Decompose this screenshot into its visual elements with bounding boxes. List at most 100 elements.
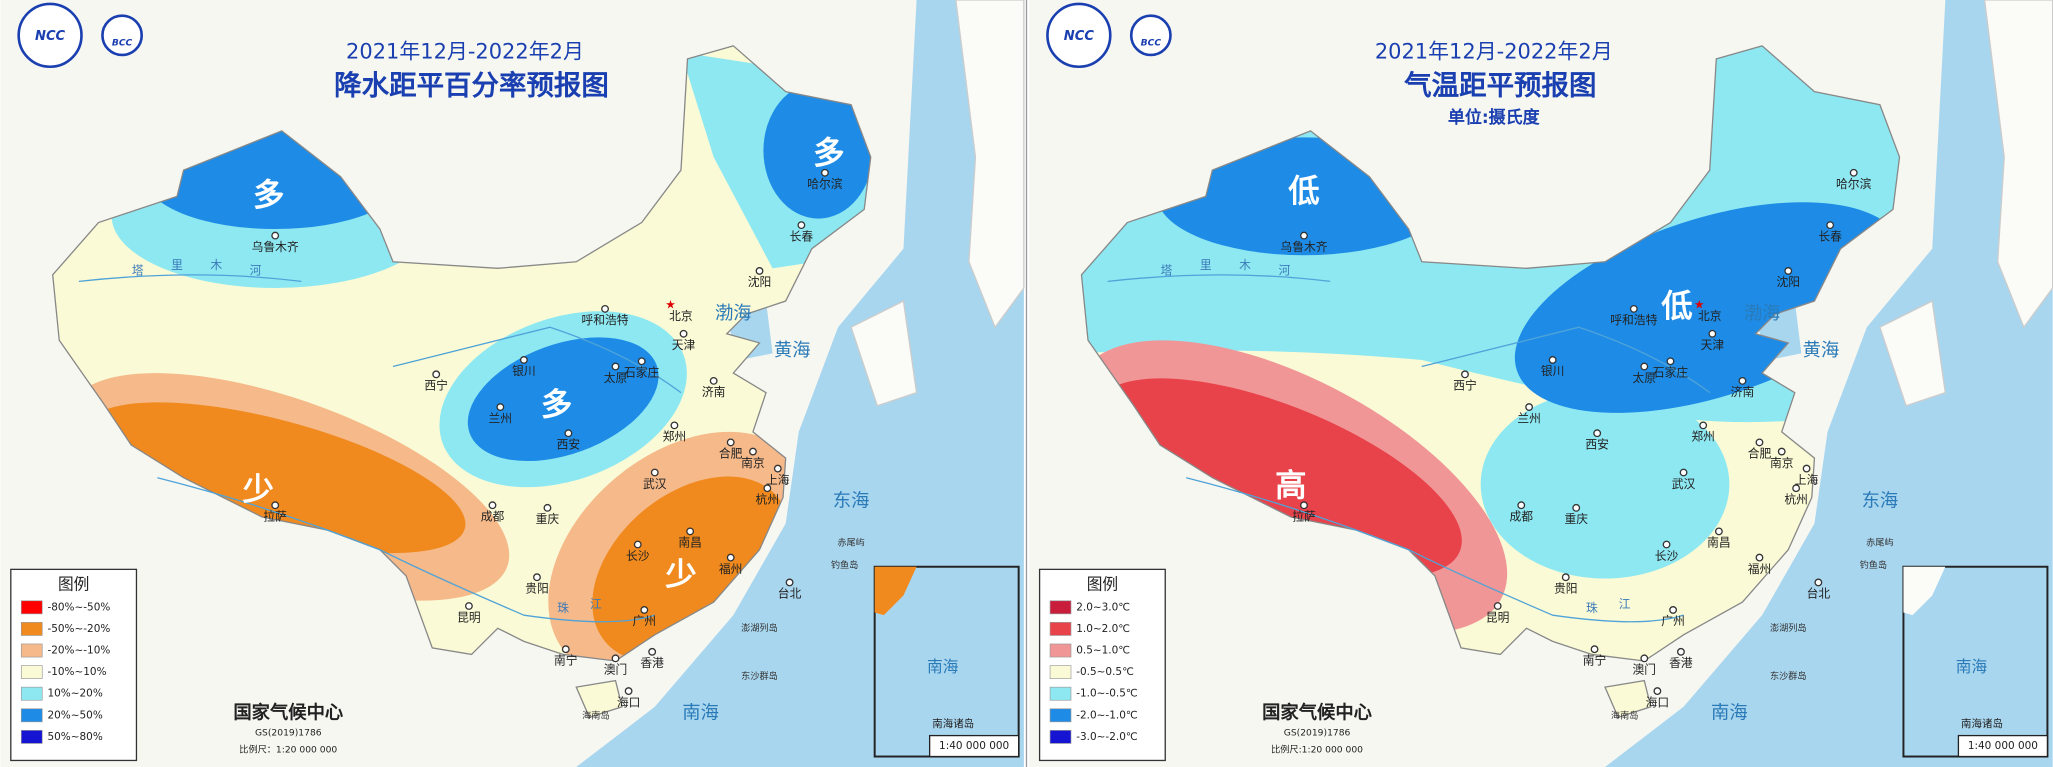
city-dot <box>1461 370 1469 379</box>
city-dot <box>271 231 280 240</box>
city-dot <box>611 654 620 663</box>
footer-code: GS(2019)1786 <box>255 727 322 738</box>
legend-swatch <box>1049 708 1072 723</box>
city-label: 成都 <box>481 510 505 524</box>
city-label: 沈阳 <box>1776 275 1800 289</box>
island-label: 澎湖列岛 <box>741 622 778 634</box>
city-dot <box>601 304 609 313</box>
city-dot <box>1699 421 1708 430</box>
city-label: 西宁 <box>424 379 448 393</box>
city-dot <box>1666 357 1675 366</box>
legend-label: -20%~-10% <box>47 645 110 657</box>
city-dot <box>1784 267 1793 275</box>
city-label: 太原 <box>604 371 628 385</box>
city-dot <box>726 553 735 562</box>
city-label: 广州 <box>633 614 657 628</box>
river-label: 江 <box>1619 597 1631 611</box>
river-label: 河 <box>250 263 262 277</box>
city-dot <box>763 484 772 493</box>
city-label: 南昌 <box>1707 536 1731 550</box>
inset-land <box>874 566 917 616</box>
city-label: 乌鲁木齐 <box>1280 240 1327 254</box>
sea-label: 黄海 <box>774 340 811 361</box>
inset-sea: 南海 <box>927 657 959 676</box>
legend-swatch <box>1049 600 1072 615</box>
city-dot <box>1755 553 1764 562</box>
inset-label: 南海诸岛 <box>932 717 974 730</box>
city-label: 海口 <box>1646 695 1670 709</box>
city-label: 海口 <box>617 695 641 709</box>
city-label: 合肥 <box>1748 447 1772 461</box>
zone <box>467 337 659 462</box>
city-dot <box>1777 447 1786 456</box>
legend-label: -80%~-50% <box>47 601 110 613</box>
china-border <box>52 45 872 719</box>
city-label: 贵阳 <box>525 581 549 595</box>
city-label: 广州 <box>1661 614 1685 628</box>
city-label: 兰州 <box>489 411 513 425</box>
city-dot <box>1669 606 1678 614</box>
city-dot <box>464 602 473 610</box>
city-dot <box>1679 468 1688 477</box>
river-label: 河 <box>1278 263 1290 277</box>
city-label: 西安 <box>1585 438 1609 452</box>
inset-land <box>1903 566 1946 616</box>
city-dot <box>726 438 735 447</box>
city-dot <box>1677 647 1685 656</box>
inset-scale-box <box>928 734 1020 758</box>
city-label: 上海 <box>1795 473 1819 487</box>
river-label: 江 <box>590 597 602 611</box>
title-date: 2021年12月-2022年2月 <box>1375 39 1613 63</box>
city-label: 武汉 <box>643 477 667 491</box>
footer-scale: 比例尺：1:20 000 000 <box>239 743 337 755</box>
sea-label: 渤海 <box>1744 303 1781 324</box>
city-dot <box>1802 464 1811 473</box>
region-label: 高 <box>1275 468 1306 504</box>
city-label: 重庆 <box>1564 512 1588 526</box>
river-label: 塔 <box>1161 263 1173 277</box>
city-label: 南京 <box>1770 456 1794 470</box>
city-dot <box>1792 484 1801 493</box>
city-label: 昆明 <box>1486 610 1510 624</box>
island-label: 赤尾屿 <box>1866 538 1893 549</box>
logo-text: BCC <box>1141 38 1162 49</box>
capital-star: ★ <box>1694 297 1705 311</box>
sea-label: 黄海 <box>1803 340 1840 361</box>
legend-label: 10%~20% <box>47 688 102 700</box>
inset-label: 南海诸岛 <box>1961 717 2003 730</box>
map-panel: 塔里木河珠 江多多多少少乌鲁木齐哈尔滨长春沈阳★北京天津呼和浩特石家庄太原济南银川… <box>0 0 1025 767</box>
river <box>1107 274 1711 623</box>
region-label: 多 <box>541 387 572 423</box>
city-dot <box>561 645 570 654</box>
city-label: 北京 <box>1698 309 1722 323</box>
city-label: 郑州 <box>1691 430 1715 444</box>
city-dot <box>1653 687 1662 696</box>
legend-label: 20%~50% <box>47 709 102 721</box>
city-label: 呼和浩特 <box>1610 313 1657 327</box>
legend-title: 图例 <box>58 575 89 594</box>
sea-label: 东海 <box>833 490 870 511</box>
legend-swatch <box>20 708 43 723</box>
legend-swatch <box>1049 730 1072 744</box>
legend-title: 图例 <box>1087 575 1118 594</box>
legend-label: -2.0~-1.0℃ <box>1076 709 1137 721</box>
city-dot <box>1640 654 1649 663</box>
river <box>78 274 682 623</box>
legend-swatch <box>20 622 43 636</box>
city-label: 贵阳 <box>1554 581 1578 595</box>
city-dot <box>1755 438 1764 447</box>
city-label: 长春 <box>1818 229 1842 243</box>
city-dot <box>1662 540 1671 549</box>
capital-star: ★ <box>665 297 676 311</box>
neighbor-land <box>1879 0 2053 407</box>
title-date: 2021年12月-2022年2月 <box>346 39 584 63</box>
legend-label: 2.0~3.0℃ <box>1076 601 1130 613</box>
island-label: 海南岛 <box>1611 709 1638 721</box>
island-label: 钓鱼岛 <box>831 559 858 571</box>
city-label: 沈阳 <box>748 275 772 289</box>
city-label: 石家庄 <box>624 366 660 380</box>
legend-label: -1.0~-0.5℃ <box>1076 688 1137 700</box>
island-label: 东沙群岛 <box>741 670 778 682</box>
city-label: 郑州 <box>663 430 687 444</box>
logo-text: BCC <box>112 38 133 49</box>
